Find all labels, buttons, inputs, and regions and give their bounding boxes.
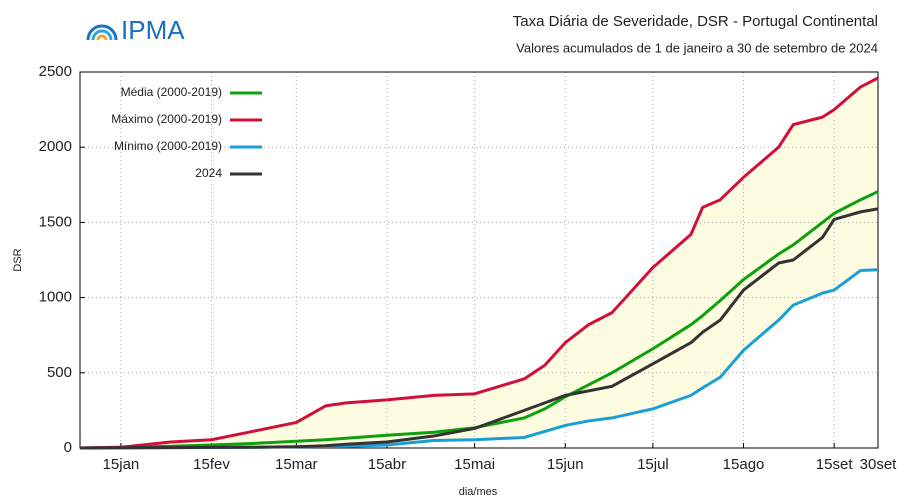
legend-label: Média (2000-2019): [121, 85, 222, 99]
x-axis-label: dia/mes: [459, 486, 498, 498]
series-line: [79, 207, 879, 450]
chart-title: Taxa Diária de Severidade, DSR - Portuga…: [513, 13, 878, 30]
x-tick-label: 15jun: [547, 456, 584, 473]
x-tick-label: 15jul: [637, 456, 669, 473]
logo-icon: [86, 24, 118, 41]
x-tick-label: 15ago: [723, 456, 765, 473]
y-tick-label: 500: [47, 364, 72, 381]
x-tick-label: 30set: [860, 456, 898, 473]
y-tick-label: 1000: [39, 289, 72, 306]
legend-label: Mínimo (2000-2019): [114, 139, 222, 153]
y-tick-label: 2500: [39, 63, 72, 80]
y-tick-label: 2000: [39, 138, 72, 155]
y-tick-label: 1500: [39, 213, 72, 230]
x-tick-label: 15mar: [275, 456, 318, 473]
x-tick-label: 15jan: [103, 456, 140, 473]
x-tick-label: 15mai: [454, 456, 495, 473]
range-band: [80, 78, 878, 449]
y-tick-label: 0: [64, 439, 72, 456]
legend-label: 2024: [195, 166, 222, 180]
plot-frame: [79, 71, 879, 449]
y-axis-label: DSR: [12, 248, 24, 271]
x-tick-label: 15abr: [368, 456, 406, 473]
x-tick-label: 15fev: [193, 456, 230, 473]
chart-subtitle: Valores acumulados de 1 de janeiro a 30 …: [516, 40, 878, 55]
x-tick-label: 15set: [816, 456, 854, 473]
logo-text: IPMA: [121, 15, 185, 45]
series-line: [79, 76, 879, 450]
legend-label: Máximo (2000-2019): [111, 112, 222, 126]
